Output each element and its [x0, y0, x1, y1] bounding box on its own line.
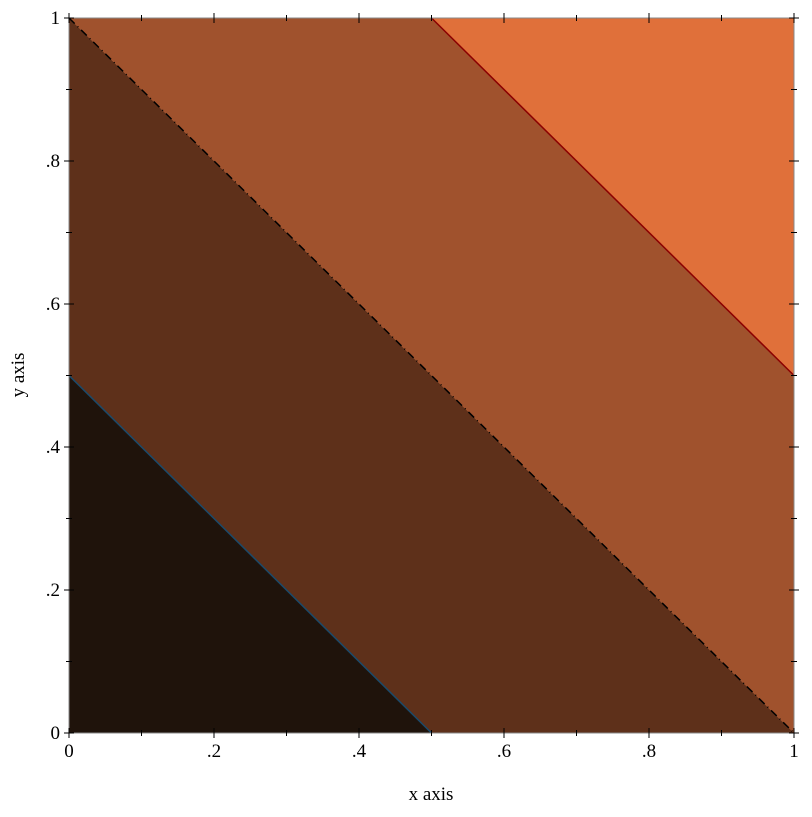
- contour-line: [430, 17, 795, 377]
- contour-line: [68, 374, 433, 734]
- y-tick-label: .6: [46, 294, 60, 315]
- y-tick-label: .2: [46, 580, 60, 601]
- contour-lines: [68, 17, 795, 734]
- y-tick-label: 0: [51, 723, 61, 744]
- x-tick-label: 1: [789, 741, 799, 762]
- x-tick-label: .4: [352, 741, 367, 762]
- x-tick-label: .6: [497, 741, 511, 762]
- y-tick-label: .8: [46, 151, 60, 172]
- interval-bands: [68, 17, 795, 734]
- y-tick-label: 1: [51, 8, 61, 29]
- y-tick-label: .4: [46, 437, 61, 458]
- axis-ticks: [64, 13, 799, 738]
- tick-labels: 0 .2 .4 .6 .8 1 0 .2 .4 .6 .8 1: [46, 8, 799, 762]
- x-tick-label: 0: [64, 741, 74, 762]
- x-tick-label: .8: [642, 741, 656, 762]
- x-axis-label: x axis: [409, 784, 454, 805]
- y-axis-label: y axis: [8, 353, 29, 398]
- x-tick-label: .2: [207, 741, 221, 762]
